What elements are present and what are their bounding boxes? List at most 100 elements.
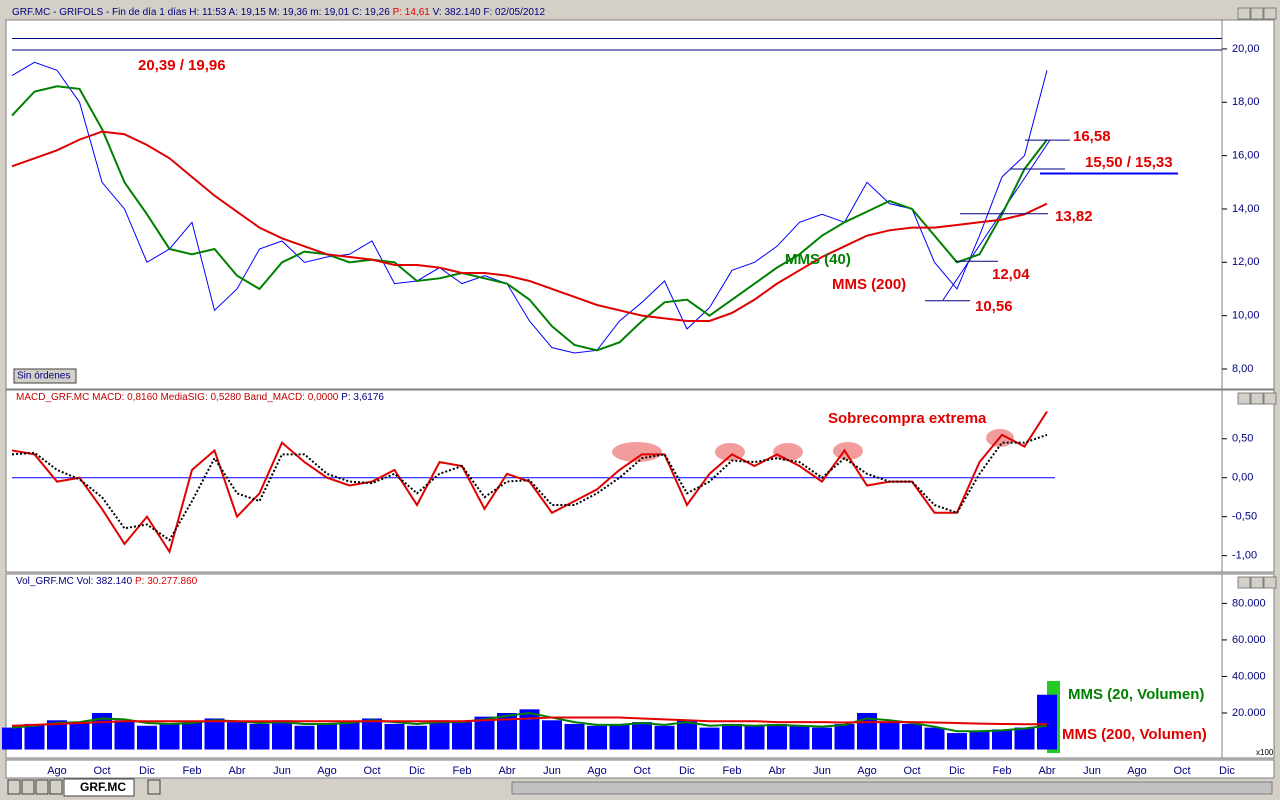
volume-bar <box>812 727 832 750</box>
y-tick-label: 40.000 <box>1232 670 1266 682</box>
level-label: 20,39 / 19,96 <box>138 57 226 74</box>
x-tick-label: Jun <box>543 765 561 777</box>
y-tick-label: 80.000 <box>1232 597 1266 609</box>
volume-bar <box>902 723 922 750</box>
volume-title: Vol_GRF.MC Vol: 382.140 <box>16 576 133 587</box>
volume-axis <box>1221 573 1275 759</box>
highlight <box>773 443 803 461</box>
level-label: 12,04 <box>992 266 1030 283</box>
x-tick-label: Ago <box>47 765 67 777</box>
volume-bar <box>69 722 90 750</box>
x-tick-label: Dic <box>1219 765 1235 777</box>
x-tick-label: Oct <box>363 765 380 777</box>
y-tick-label: 60.000 <box>1232 634 1266 646</box>
volume-title-p: P: 30.277.860 <box>135 576 198 587</box>
volume-bar <box>789 725 810 750</box>
symbol-tab[interactable] <box>63 778 135 797</box>
x-tick-label: Oct <box>93 765 110 777</box>
x-tick-label: Ago <box>317 765 337 777</box>
volume-bar <box>384 723 405 750</box>
restore-button[interactable] <box>1250 7 1264 20</box>
volume-bar <box>992 729 1012 750</box>
nav-first[interactable] <box>7 779 21 795</box>
macd-axis <box>1221 389 1275 573</box>
orders-button-label: Sin órdenes <box>17 371 70 382</box>
x-tick-label: Jun <box>1083 765 1101 777</box>
volume-bar <box>632 722 652 750</box>
volume-bar <box>542 720 562 750</box>
series-line <box>11 85 1048 352</box>
x-tick-label: Dic <box>949 765 965 777</box>
volume-bar <box>969 731 990 750</box>
volume-bar <box>767 723 787 750</box>
volume-bar <box>834 723 855 750</box>
x-tick-label: Dic <box>409 765 425 777</box>
volume-bar <box>744 725 765 750</box>
nav-next[interactable] <box>35 779 49 795</box>
nav-last[interactable] <box>49 779 63 795</box>
title-p: P: 14,61 <box>393 7 431 18</box>
x-tick-label: Oct <box>903 765 920 777</box>
y-tick-label: 14,00 <box>1232 203 1260 215</box>
nav-prev[interactable] <box>21 779 35 795</box>
volume-bar <box>1014 727 1035 750</box>
series-line <box>11 410 1048 555</box>
series-line <box>11 711 1048 733</box>
volume-scale: x100 <box>1256 748 1274 757</box>
annotation: Sobrecompra extrema <box>828 410 987 427</box>
x-tick-label: Jun <box>813 765 831 777</box>
scrollbar[interactable] <box>511 781 1273 795</box>
close-button[interactable] <box>1263 7 1277 20</box>
volume-bar <box>677 720 697 750</box>
volume-bar <box>272 720 292 750</box>
x-tick-label: Abr <box>228 765 245 777</box>
macd-title: MACD_GRF.MC MACD: 0,8160 MediaSIG: 0,528… <box>16 392 339 403</box>
volume-bar <box>429 720 450 750</box>
x-tick-label: Abr <box>768 765 785 777</box>
volume-bar <box>182 722 202 750</box>
volume-bar <box>24 723 45 750</box>
series-label: MMS (40) <box>785 251 851 268</box>
macd-title-p: P: 3,6176 <box>341 392 384 403</box>
x-tick-label: Dic <box>139 765 155 777</box>
minimize-button[interactable] <box>1237 7 1251 20</box>
scroll-left[interactable] <box>147 779 161 795</box>
vol-close[interactable] <box>1263 576 1277 589</box>
volume-bar <box>204 718 225 750</box>
volume-bar <box>227 722 247 750</box>
volume-bar <box>339 722 360 750</box>
y-tick-label: 20,00 <box>1232 43 1260 55</box>
volume-bar <box>2 727 22 750</box>
volume-bar <box>47 720 67 750</box>
macd-minimize[interactable] <box>1237 392 1251 405</box>
volume-bar <box>587 725 607 750</box>
x-tick-label: Oct <box>1173 765 1190 777</box>
volume-bar <box>497 712 517 750</box>
macd-header: MACD_GRF.MC MACD: 0,8160 MediaSIG: 0,528… <box>16 392 384 403</box>
series-label: MMS (200) <box>832 276 906 293</box>
volume-bar <box>924 727 945 750</box>
vol-minimize[interactable] <box>1237 576 1251 589</box>
volume-bar <box>564 723 585 750</box>
volume-bar <box>452 722 472 750</box>
level-label: 16,58 <box>1073 128 1111 145</box>
orders-button[interactable] <box>13 368 77 384</box>
y-tick-label: 16,00 <box>1232 150 1260 162</box>
time-axis <box>5 759 1275 779</box>
title-rest: V: 382.140 F: 02/05/2012 <box>433 7 546 18</box>
vol-restore[interactable] <box>1250 576 1264 589</box>
macd-close[interactable] <box>1263 392 1277 405</box>
y-tick-label: 8,00 <box>1232 363 1253 375</box>
level-label: 13,82 <box>1055 208 1093 225</box>
volume-bar <box>722 723 742 750</box>
y-tick-label: 0,00 <box>1232 472 1253 484</box>
x-tick-label: Feb <box>723 765 742 777</box>
x-tick-label: Ago <box>857 765 877 777</box>
y-tick-label: -0,50 <box>1232 511 1257 523</box>
volume-bar <box>407 725 427 750</box>
macd-restore[interactable] <box>1250 392 1264 405</box>
volume-bar <box>159 723 180 750</box>
y-tick-label: 10,00 <box>1232 310 1260 322</box>
volume-bar <box>947 733 967 750</box>
